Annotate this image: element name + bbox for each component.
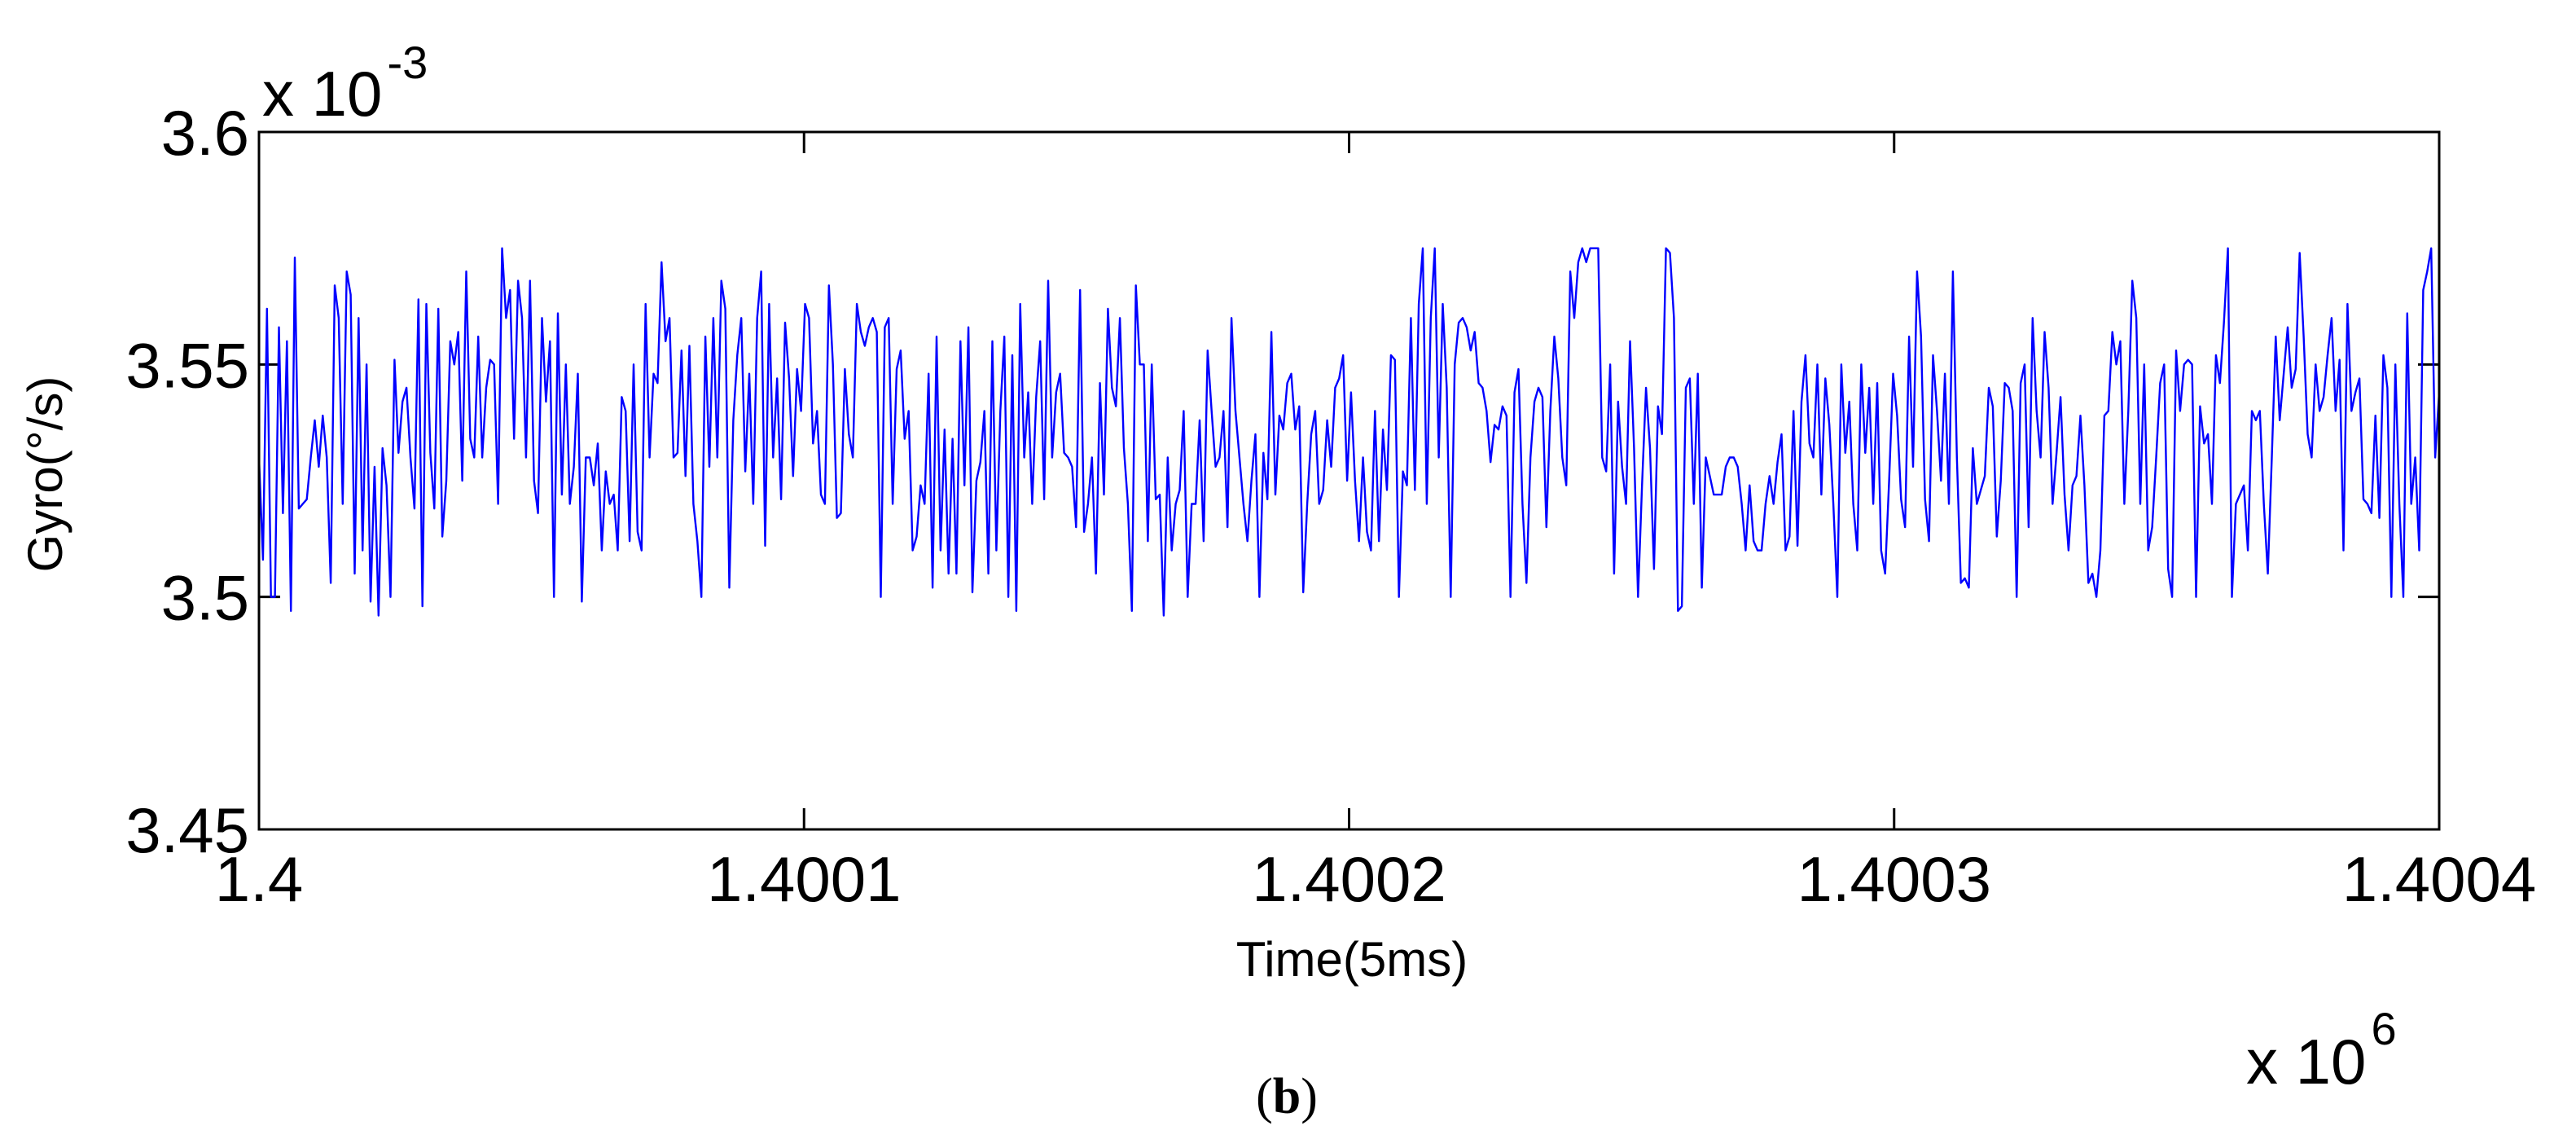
x-tick-label: 1.4002 — [1252, 843, 1446, 915]
caption-open-paren: ( — [1256, 1069, 1273, 1124]
x-exponent-base: x 10 — [2246, 1026, 2366, 1097]
x-tick-label: 1.4001 — [707, 843, 902, 915]
y-tick-label: 3.5 — [161, 562, 249, 634]
x-tick-label: 1.4 — [215, 843, 303, 915]
caption-letter: b — [1273, 1069, 1301, 1124]
x-tick-labels: 1.4 1.4001 1.4002 1.4003 1.4004 — [215, 843, 2537, 915]
y-tick-label: 3.55 — [125, 329, 249, 401]
y-tick-labels: 3.45 3.5 3.55 3.6 — [125, 97, 249, 866]
y-exponent-power: -3 — [387, 37, 428, 88]
y-axis-label: Gyro(°/s) — [18, 376, 72, 573]
x-exponent-power: 6 — [2371, 1003, 2396, 1054]
y-tick-label: 3.45 — [125, 794, 249, 866]
y-tick-label: 3.6 — [161, 97, 249, 169]
plot-area — [259, 132, 2439, 829]
x-axis-label: Time(5ms) — [1236, 932, 1468, 987]
x-tick-label: 1.4003 — [1797, 843, 1991, 915]
plot-frame — [257, 130, 2441, 831]
x-exponent-label: x 10 6 — [2246, 1003, 2397, 1097]
caption-close-paren: ) — [1301, 1069, 1318, 1124]
y-exponent-base: x 10 — [262, 58, 382, 130]
y-exponent-label: x 10 -3 — [262, 37, 428, 130]
figure-caption: (b) — [1256, 1069, 1318, 1124]
x-tick-label: 1.4004 — [2342, 843, 2537, 915]
gyro-series-line — [257, 247, 2441, 617]
